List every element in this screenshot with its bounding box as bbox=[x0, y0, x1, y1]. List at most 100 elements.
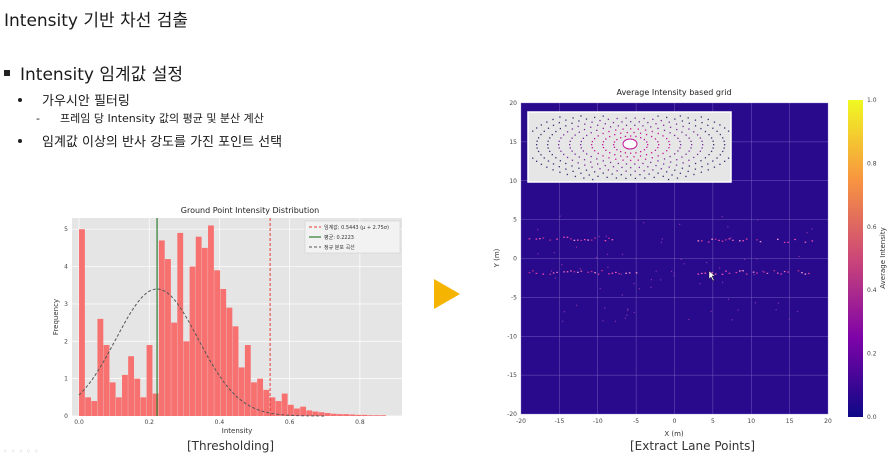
lane-point bbox=[787, 271, 789, 273]
inset-point bbox=[651, 130, 653, 133]
inset-point bbox=[605, 138, 607, 140]
histogram-bar bbox=[220, 288, 227, 416]
inset-point bbox=[702, 144, 704, 146]
inset-point bbox=[620, 155, 622, 157]
inset-point bbox=[602, 127, 604, 130]
inset-point bbox=[543, 130, 545, 132]
scatter-point bbox=[559, 215, 561, 217]
inset-point bbox=[634, 117, 636, 119]
inset-point bbox=[693, 131, 695, 133]
inset-point bbox=[691, 144, 693, 146]
inset-point bbox=[638, 121, 640, 123]
inset-point bbox=[723, 147, 725, 149]
caption-extract-lane-points: [Extract Lane Points] bbox=[630, 439, 756, 453]
lane-point bbox=[738, 240, 741, 242]
inset-point bbox=[604, 123, 606, 125]
inset-point bbox=[713, 144, 715, 146]
inset-point bbox=[682, 162, 684, 164]
inset-point bbox=[599, 168, 601, 170]
scatter-point bbox=[679, 223, 681, 225]
inset-point bbox=[653, 176, 655, 179]
scatter-point bbox=[598, 235, 600, 237]
inset-point bbox=[607, 169, 610, 171]
inset-point bbox=[673, 153, 676, 155]
histogram-bar bbox=[269, 397, 276, 416]
histogram-bar bbox=[208, 225, 214, 416]
inset-point bbox=[650, 161, 652, 164]
inset-point bbox=[565, 168, 567, 170]
lane-point bbox=[615, 271, 617, 274]
bullet-level3: - 프레임 당 Intensity 값의 평균 및 분산 계산 bbox=[36, 110, 264, 126]
inset-point bbox=[552, 124, 555, 126]
histogram-bar bbox=[226, 307, 233, 416]
colorbar-ticks: 1.0 0.8 0.6 0.4 0.2 0.0 bbox=[867, 97, 877, 421]
inset-point bbox=[563, 153, 565, 156]
inset-point bbox=[642, 125, 644, 127]
histogram-x-tick-label: 0.4 bbox=[215, 419, 225, 426]
inset-point bbox=[590, 132, 592, 134]
inset-point bbox=[647, 144, 649, 146]
inset-point bbox=[574, 175, 577, 178]
inset-point bbox=[707, 118, 709, 121]
inset-point bbox=[679, 140, 681, 143]
heatmap-y-tick-label: 5 bbox=[513, 217, 517, 224]
inset-point bbox=[537, 137, 540, 139]
inset-point bbox=[676, 177, 679, 179]
inset-point bbox=[580, 144, 582, 146]
inset-point bbox=[547, 144, 549, 146]
lane-point bbox=[801, 272, 803, 274]
inset-point bbox=[565, 119, 567, 121]
heatmap-inset bbox=[527, 111, 732, 183]
legend-mean-label: 평균: 0.2223 bbox=[324, 234, 354, 241]
inset-point bbox=[566, 131, 569, 133]
histogram-bar bbox=[251, 382, 257, 416]
inset-point bbox=[713, 121, 716, 123]
inset-point bbox=[681, 131, 683, 133]
inset-point bbox=[688, 165, 690, 167]
inset-point bbox=[566, 156, 569, 159]
inset-point bbox=[681, 120, 684, 122]
inset-point bbox=[555, 157, 557, 159]
lane-point bbox=[611, 239, 614, 241]
lane-point bbox=[718, 239, 720, 242]
inset-point bbox=[643, 149, 646, 151]
lane-point bbox=[721, 273, 724, 275]
inset-point bbox=[666, 116, 668, 119]
histogram-x-ticks: 0.0 0.2 0.4 0.6 0.8 bbox=[74, 419, 365, 426]
inset-point bbox=[602, 141, 605, 143]
inset-point bbox=[626, 131, 628, 134]
inset-point bbox=[615, 129, 617, 131]
histogram-legend: 임계값: 0.5443 (μ + 2.75σ) 평균: 0.2223 정규 분포… bbox=[304, 220, 401, 254]
histogram-bar bbox=[152, 393, 159, 416]
histogram-y-tick-label: 1 bbox=[64, 376, 68, 383]
lane-point bbox=[528, 272, 531, 274]
inset-point bbox=[621, 166, 623, 169]
inset-point bbox=[578, 167, 580, 169]
scatter-point bbox=[562, 320, 564, 322]
inset-point bbox=[681, 167, 684, 169]
legend-gaussian-label: 정규 분포 곡선 bbox=[324, 244, 355, 251]
lane-point bbox=[594, 237, 596, 239]
inset-point bbox=[547, 127, 550, 129]
lane-point bbox=[704, 272, 707, 274]
inset-point bbox=[700, 160, 702, 162]
bullet-level2-a: 가우시안 필터링 bbox=[18, 90, 130, 109]
lane-point bbox=[597, 273, 600, 275]
lane-point bbox=[742, 270, 745, 272]
inset-point bbox=[644, 158, 647, 160]
inset-point bbox=[547, 160, 550, 162]
scatter-point bbox=[620, 273, 622, 275]
inset-point bbox=[558, 147, 560, 149]
slide-nav-icons[interactable]: ◦◦◦◦◦ bbox=[3, 447, 42, 456]
inset-point bbox=[677, 137, 679, 140]
histogram-bar bbox=[158, 240, 165, 416]
inset-point bbox=[602, 115, 604, 117]
scatter-point bbox=[537, 253, 539, 255]
scatter-point bbox=[661, 238, 663, 240]
inset-point bbox=[688, 159, 690, 161]
histogram-y-tick-label: 2 bbox=[64, 338, 68, 345]
lane-point bbox=[573, 271, 576, 273]
scatter-point bbox=[575, 246, 578, 248]
inset-point bbox=[614, 154, 616, 156]
inset-point bbox=[536, 144, 538, 146]
